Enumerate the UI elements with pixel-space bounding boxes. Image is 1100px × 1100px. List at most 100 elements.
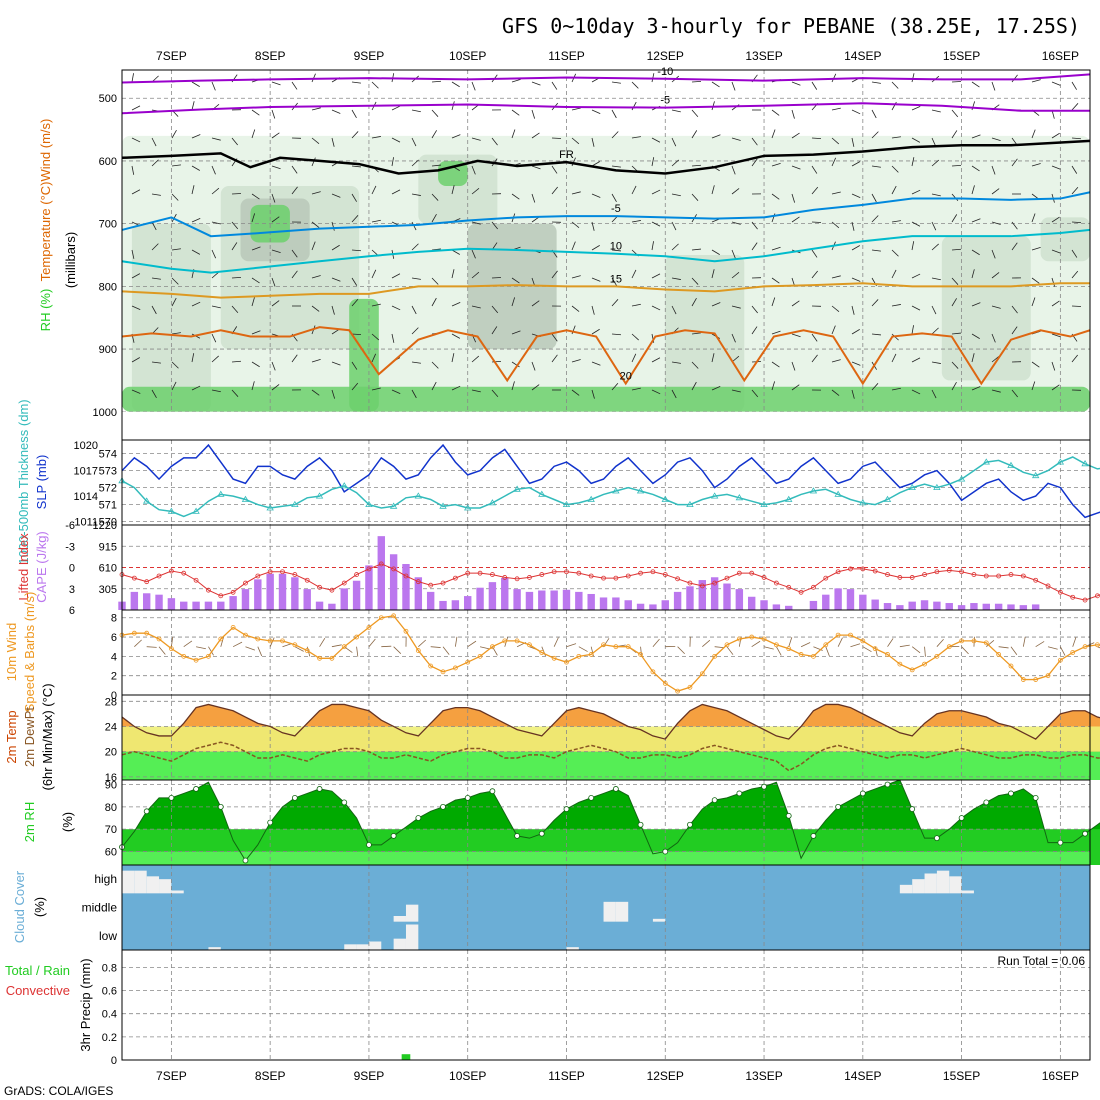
thickness-marker [785,495,793,502]
cloud-level-label: middle [82,901,118,915]
thickness-marker [340,482,348,489]
wind-barb [471,221,481,225]
cape-bar [809,600,818,610]
cape-bar [377,536,385,610]
wind-speed-point [1020,677,1026,682]
wind-barb [131,105,141,111]
wind-barb [471,305,481,309]
wind-barb [451,269,455,279]
wind-barb [998,646,1009,649]
wind-barb [631,303,641,307]
thickness-marker [291,500,299,507]
wind-barb [232,641,243,648]
wind-barb [691,248,701,251]
cape-bar [476,587,484,610]
rh-point [835,803,842,810]
cape-bar [525,591,534,610]
rh-point [291,794,298,801]
wind-barb [711,269,715,279]
wind-barb [131,273,141,279]
wind-barb [291,81,298,90]
cape-bar [315,601,324,610]
cape-bar [785,605,793,610]
wind-barb [531,384,540,391]
wind-barb [825,646,830,657]
y-tick-label: 4 [111,651,117,663]
wind-barb [211,389,221,393]
wind-barb [591,193,601,198]
wind-barb [411,389,417,399]
isotherm-label: -10 [657,66,673,78]
side-label-convective: Convective [6,983,70,998]
thickness-marker [735,494,744,501]
wind-speed-point [206,653,211,659]
cape-bar [1019,605,1028,610]
cape-bar [1031,604,1040,610]
wind-barb [1097,646,1100,649]
wind-barb [831,221,840,229]
wind-barb [251,246,261,251]
wind-barb [652,638,660,647]
wind-barb [211,355,219,363]
lifted-index-point [280,569,285,575]
wind-barb [911,157,915,167]
wind-barb [891,136,901,139]
wind-barb [411,305,417,315]
wind-barb [391,189,401,195]
wind-barb [1071,137,1082,140]
right-tick-label: 1017 [74,466,98,478]
wind-barb [183,640,193,648]
cloud-bar [122,870,135,894]
wind-barb [211,221,221,225]
wind-barb [131,165,135,175]
y-tick-label: 2 [111,671,117,683]
lifted-index-point [440,580,446,586]
lifted-index-point [773,580,779,586]
wind-barb [191,165,200,171]
temperature-line [121,703,1100,740]
y-tick-label: 0 [111,1055,117,1067]
wind-barb [651,73,655,83]
wind-barb [831,389,840,396]
date-label-top: 15SEP [943,49,980,63]
wind-barb [611,333,622,336]
rh-point [687,821,693,828]
wind-barb [831,305,840,312]
wind-speed-point [452,665,458,671]
wind-barb [371,81,379,89]
wind-barb [891,81,899,89]
wind-barb [467,640,477,648]
lifted-index-point [811,584,816,590]
wind-barb [751,305,758,314]
left-tick-label: 573 [99,466,117,478]
wind-barb [931,137,937,147]
lifted-index-point [452,575,458,581]
wind-barb [331,109,341,114]
wind-barb [211,305,221,309]
wind-barb [891,249,899,257]
lifted-index-point [1020,573,1026,579]
thickness-marker [883,495,892,502]
wind-barb [442,646,450,655]
lifted-index-point [983,573,989,579]
wind-barb [1071,354,1078,363]
wind-barb [191,81,200,87]
wind-barb [891,304,901,307]
wind-speed-point [378,615,384,621]
wind-barb [899,644,910,648]
thickness-marker [957,475,966,482]
wind-barb [211,333,217,343]
wind-speed-point [440,669,446,675]
wind-speed-point [329,655,335,661]
wind-barb [671,109,681,113]
wind-barb [351,249,362,252]
lifted-index-point [712,580,718,586]
wind-barb [431,130,437,139]
thickness-marker [587,495,595,502]
wind-barb [431,109,439,117]
lifted-index-point [539,572,545,577]
wind-barb [911,646,921,654]
wind-barb [731,249,736,259]
wind-barb [991,272,1000,279]
lifted-index-point [613,575,619,581]
